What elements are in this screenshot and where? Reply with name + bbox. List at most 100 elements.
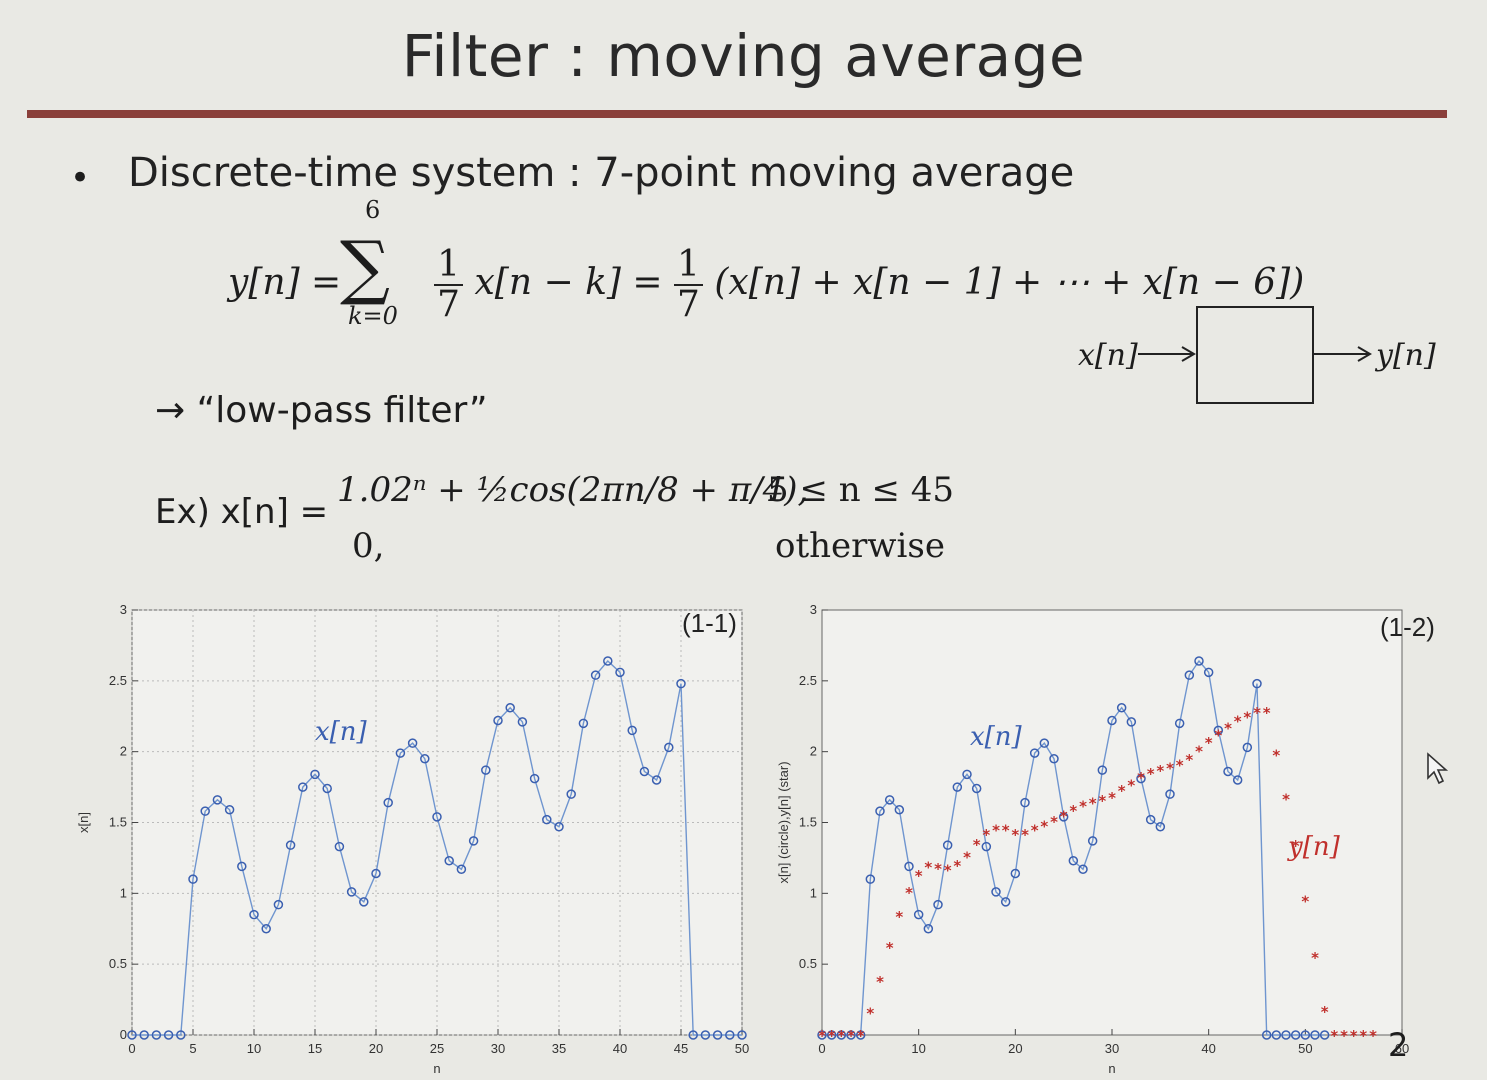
series-label: x[n]: [315, 717, 368, 747]
block-output-label: y[n]: [1376, 338, 1436, 373]
panel-annotation: (1-1): [682, 608, 737, 638]
x-tick-label: 0: [128, 1041, 135, 1056]
data-point-circle: [1126, 717, 1137, 727]
data-point-star: *: [1156, 762, 1164, 780]
y-tick-label: 2.5: [109, 673, 127, 688]
data-point-circle: [590, 670, 601, 680]
data-point-circle: [334, 841, 345, 852]
data-point-circle: [1194, 656, 1204, 666]
data-point-star: *: [1031, 822, 1039, 840]
data-point-star: *: [1321, 1003, 1329, 1021]
slide-number: 2: [1388, 1026, 1409, 1064]
data-point-star: *: [1253, 704, 1261, 722]
data-point-circle: [261, 924, 271, 934]
data-point-star: *: [828, 1027, 836, 1045]
y-tick-label: 0.5: [799, 956, 817, 971]
data-point-circle: [200, 806, 210, 816]
fraction-one-seventh-2: 1 7: [674, 246, 703, 324]
data-point-star: *: [944, 861, 952, 879]
data-point-circle: [651, 775, 662, 785]
fraction-denominator: 7: [437, 283, 461, 325]
data-point-star: *: [1089, 795, 1097, 813]
data-point-circle: [395, 748, 406, 758]
example-case-1: 1.02ⁿ + ½cos(2πn/8 + π/4),: [337, 470, 809, 510]
data-point-star: *: [1127, 776, 1135, 794]
y-tick-label: 3: [120, 602, 127, 617]
data-point-star: *: [1272, 747, 1280, 765]
data-point-circle: [1319, 1030, 1330, 1040]
data-point-star: *: [1205, 734, 1213, 752]
y-tick-label: 1.5: [109, 815, 127, 830]
x-tick-label: 50: [1298, 1041, 1312, 1056]
data-point-circle: [991, 887, 1001, 897]
example-case-2: 0,: [352, 526, 385, 566]
data-point-circle: [615, 667, 625, 678]
data-point-star: *: [1069, 802, 1077, 820]
data-point-star: *: [866, 1004, 874, 1022]
data-point-circle: [432, 812, 442, 822]
data-point-circle: [1174, 718, 1185, 729]
data-point-circle: [212, 795, 223, 805]
data-point-circle: [1145, 814, 1156, 825]
x-tick-label: 15: [308, 1041, 322, 1056]
data-point-circle: [444, 856, 454, 866]
section-heading: Discrete-time system : 7-point moving av…: [128, 150, 1075, 196]
output-arrow: [1312, 346, 1372, 362]
title-divider: [27, 110, 1447, 118]
data-point-circle: [1136, 773, 1146, 784]
data-point-circle: [1029, 748, 1040, 758]
x-tick-label: 20: [369, 1041, 383, 1056]
data-point-circle: [894, 805, 905, 815]
data-point-circle: [1068, 856, 1079, 866]
data-point-circle: [1107, 715, 1117, 726]
sum-upper-limit: 6: [365, 196, 381, 224]
data-point-circle: [346, 887, 357, 897]
data-point-star: *: [1263, 704, 1271, 722]
data-point-circle: [224, 805, 235, 815]
data-point-star: *: [905, 884, 913, 902]
series-label: x[n]: [970, 722, 1023, 752]
data-point-circle: [1290, 1030, 1301, 1040]
data-point-circle: [176, 1030, 186, 1040]
data-point-star: *: [1021, 826, 1029, 844]
data-point-circle: [1165, 789, 1175, 799]
y-axis-label: x[n]: [76, 812, 91, 833]
data-point-circle: [846, 1030, 856, 1040]
data-point-circle: [1242, 742, 1253, 753]
data-point-star: *: [1301, 892, 1309, 910]
data-point-star: *: [1137, 769, 1145, 787]
data-point-circle: [1252, 678, 1262, 689]
data-point-circle: [554, 822, 564, 832]
example-case-2-condition: otherwise: [775, 526, 945, 566]
data-point-circle: [505, 703, 515, 713]
data-point-circle: [884, 795, 895, 805]
data-point-circle: [188, 874, 198, 884]
data-point-circle: [1271, 1030, 1282, 1040]
data-point-star: *: [1369, 1027, 1377, 1045]
data-point-circle: [639, 766, 650, 777]
equation-rhs: (x[n] + x[n − 1] + ⋯ + x[n − 6]): [714, 261, 1305, 303]
data-point-star: *: [857, 1027, 865, 1045]
data-point-star: *: [1060, 807, 1068, 825]
data-point-star: *: [934, 860, 942, 878]
data-point-circle: [1097, 765, 1108, 775]
data-point-circle: [676, 678, 686, 689]
data-point-circle: [1049, 754, 1059, 764]
data-point-circle: [127, 1030, 137, 1040]
x-tick-label: 30: [1105, 1041, 1119, 1056]
data-point-circle: [542, 814, 552, 825]
x-axis-label: n: [1108, 1061, 1115, 1076]
data-point-circle: [1000, 897, 1011, 907]
panel-annotation: (1-2): [1380, 612, 1435, 642]
x-tick-label: 25: [430, 1041, 444, 1056]
data-point-star: *: [924, 858, 932, 876]
x-tick-label: 60: [1395, 1041, 1409, 1056]
data-point-circle: [420, 754, 430, 764]
data-point-star: *: [886, 939, 894, 957]
data-point-circle: [952, 782, 963, 792]
y-tick-label: 1: [810, 885, 817, 900]
x-tick-label: 50: [735, 1041, 749, 1056]
data-point-circle: [962, 769, 972, 780]
fraction-denominator-2: 7: [677, 283, 700, 325]
data-point-circle: [981, 841, 992, 852]
